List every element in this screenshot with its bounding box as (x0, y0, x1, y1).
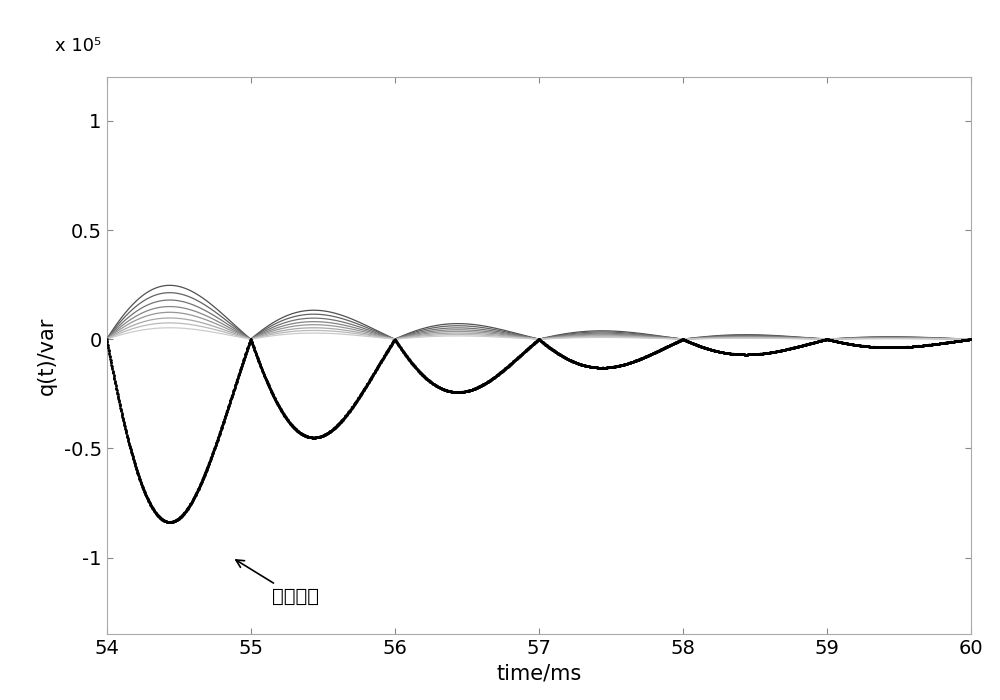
Text: x 10⁵: x 10⁵ (55, 37, 101, 55)
Text: 故障线路: 故障线路 (236, 560, 319, 606)
X-axis label: time/ms: time/ms (496, 664, 581, 683)
Y-axis label: q(t)/var: q(t)/var (37, 316, 57, 395)
